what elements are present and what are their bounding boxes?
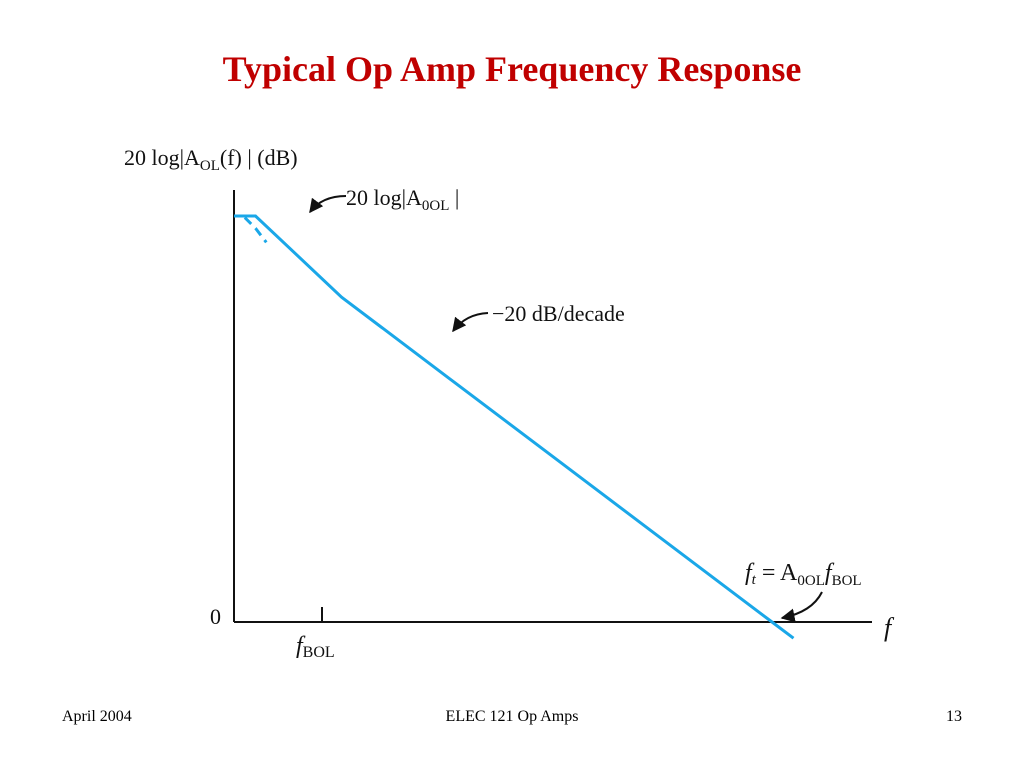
arrow-slope <box>452 312 489 333</box>
x-axis-label: f <box>884 613 895 642</box>
y-origin-label: 0 <box>210 604 221 629</box>
x-tick-label-fbol: fBOL <box>296 633 335 661</box>
y-axis-label: 20 log|AOL(f) | (dB) <box>124 145 298 174</box>
annotation-dc-gain: 20 log|A0OL | <box>346 185 459 214</box>
response-curve-actual <box>243 216 268 244</box>
annotation-unity-gain: ft = A0OLfBOL <box>745 560 862 589</box>
response-curve-asymptote <box>234 214 795 640</box>
footer-course: ELEC 121 Op Amps <box>445 708 579 725</box>
arrow-dc-gain <box>309 195 347 214</box>
slide-title: Typical Op Amp Frequency Response <box>222 49 802 89</box>
annotation-slope: −20 dB/decade <box>492 301 625 326</box>
footer-date: April 2004 <box>62 708 132 725</box>
bode-plot: 20 log|AOL(f) | (dB) 0 f fBOL 20 log|A0O… <box>124 145 895 661</box>
footer-page-number: 13 <box>946 708 962 725</box>
arrow-unity-gain <box>780 591 823 623</box>
